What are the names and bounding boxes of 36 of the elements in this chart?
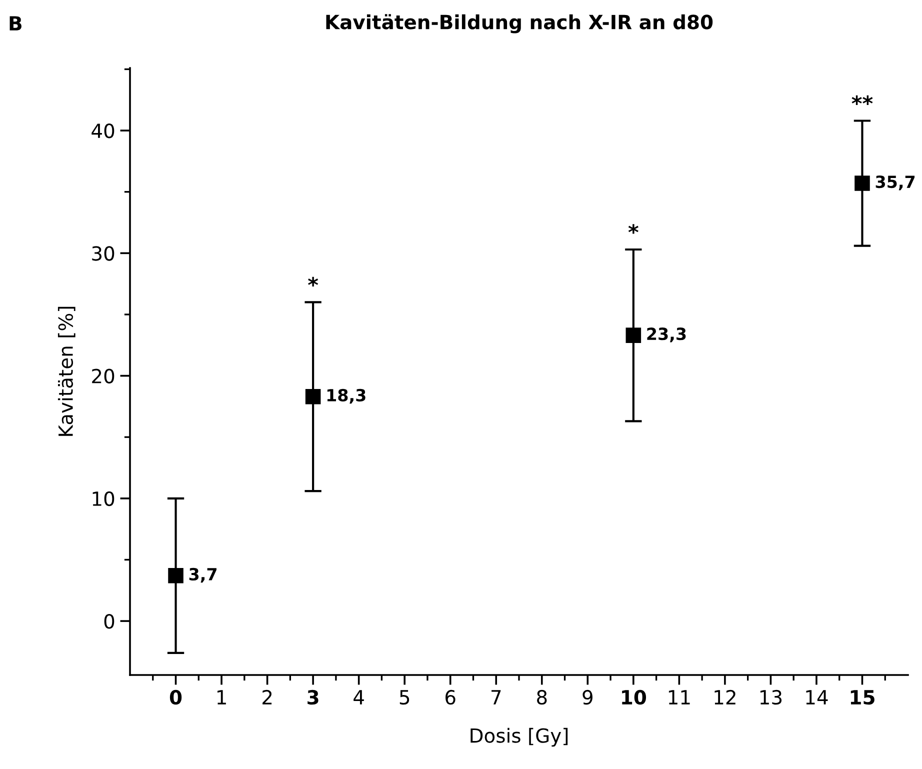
chart-title: Kavitäten-Bildung nach X-IR an d80 [326,14,713,34]
data-label: 35,7 [876,176,915,190]
data-label: 23,3 [647,328,686,342]
data-label: 18,3 [327,388,366,404]
x-tick-label: 5 [400,690,410,705]
x-axis-title: Dosis [Gy] [470,728,568,747]
point [854,176,870,191]
x-tick-label: 6 [446,690,456,705]
point [168,568,184,584]
point [626,328,642,343]
x-tick-label: 9 [582,690,592,705]
y-tick-label: 10 [92,491,114,506]
x-tick-label: 13 [760,690,782,705]
text: B [10,16,22,30]
x-tick-label: 7 [492,690,501,704]
y-tick-label: 0 [104,614,114,629]
x-tick-label: 12 [714,690,736,704]
x-tick-label: 8 [537,690,547,705]
x-tick-label: 10 [622,690,646,705]
x-tick-label: 2 [262,690,272,704]
x-tick-label: 11 [668,690,690,704]
x-tick-label: 14 [806,690,828,704]
data-label: 3,7 [189,568,216,583]
annotation: * [308,276,318,287]
x-tick-label: 4 [354,690,364,704]
annotation: ** [852,95,873,106]
point [305,389,321,404]
annotation: * [628,224,638,234]
x-tick-label: 1 [217,690,226,704]
x-tick-label: 15 [850,690,874,705]
y-tick-label: 20 [92,368,114,384]
x-tick-label: 0 [170,690,182,705]
y-axis-title: Kavitäten [%] [58,306,76,436]
y-tick-label: 40 [92,123,114,138]
x-tick-label: 3 [308,690,318,705]
y-tick-label: 30 [92,246,114,261]
